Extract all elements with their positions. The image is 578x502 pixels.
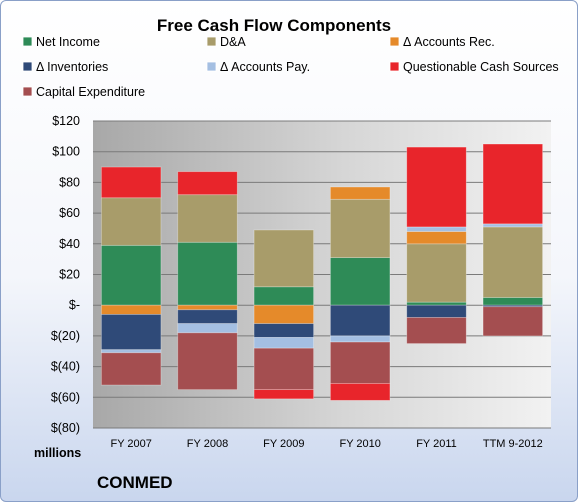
x-axis: FY 2007 FY 2008 FY 2009 FY 2010 FY 2011 TTM 9… [110,438,542,450]
legend-swatch-accounts-rec [389,36,400,47]
x-tick-label: TTM 9-2012 [483,438,543,450]
bar-inventories-fy-2008 [177,309,238,325]
bar-capital-expenditure-fy-2011 [406,317,467,344]
y-tick-label: $120 [52,114,80,128]
bar-d-a-fy-2011 [406,243,467,303]
y-tick-label: $(80) [51,421,80,435]
bar-questionable-cash-sources-negative-fy-2009 [253,389,315,400]
bar-net-income-fy-2008 [177,241,238,306]
x-tick-label: FY 2008 [187,438,228,450]
legend-swatch-d-a [206,36,217,47]
y-tick-label: $20 [59,268,80,282]
bar-accounts-pay-fy-2010 [329,335,391,343]
chart-title: Free Cash Flow Components [157,16,391,35]
legend-label-accounts-rec: Δ Accounts Rec. [403,35,495,49]
legend-label-inventories: Δ Inventories [36,60,108,74]
company-label: CONMED [97,473,173,492]
bar-inventories-fy-2009 [253,323,315,338]
bar-accounts-pay-fy-2011 [406,226,467,232]
bar-inventories-fy-2010 [329,304,391,337]
bar-net-income-fy-2007 [100,244,162,306]
y-tick-label: $60 [59,206,80,220]
legend-swatch-accounts-pay [206,61,217,72]
bar-d-a-fy-2007 [100,197,162,246]
bar-inventories-fy-2011 [406,304,467,318]
bar-accounts-pay-ttm-9-2012 [482,223,544,228]
bar-accounts-pay-fy-2009 [253,337,315,349]
x-tick-label: FY 2007 [110,438,151,450]
bar-questionable-cash-sources-ttm-9-2012 [482,143,544,225]
bar-questionable-cash-sources-fy-2007 [100,166,162,199]
unit-label: millions [34,446,81,460]
legend-label-net-income: Net Income [36,35,100,49]
y-axis: $120 $100 $80 $60 $40 $20 $- $(20) $(40) $(60) $(8… [51,114,80,435]
bar-questionable-cash-sources-fy-2008 [177,171,238,196]
bar-d-a-fy-2009 [253,229,315,288]
bar-net-income-fy-2010 [329,257,391,306]
bar-d-a-ttm-9-2012 [482,226,544,298]
bar-accounts-pay-fy-2007 [100,349,162,354]
bar-capital-expenditure-fy-2009 [253,347,315,391]
y-tick-label: $(60) [51,390,80,404]
bar-accounts-rec-fy-2011 [406,231,467,245]
legend-label-questionable-cash-sources: Questionable Cash Sources [403,60,559,74]
bar-inventories-fy-2007 [100,314,162,351]
legend-label-accounts-pay: Δ Accounts Pay. [220,60,310,74]
legend-swatch-inventories [22,61,33,72]
y-tick-label: $(40) [51,360,80,374]
y-tick-label: $(20) [51,329,80,343]
y-tick-label: $40 [59,237,80,251]
chart-legend: Net Income D&A Δ Accounts Rec. Δ Inventorie… [22,35,559,99]
bar-d-a-fy-2010 [329,198,391,259]
legend-label-capital-expenditure: Capital Expenditure [36,85,145,99]
y-tick-label: $100 [52,145,80,159]
legend-swatch-capital-expenditure [22,86,33,97]
bar-capital-expenditure-ttm-9-2012 [482,306,544,337]
bar-accounts-rec-fy-2008 [177,304,238,311]
bar-net-income-ttm-9-2012 [482,297,544,306]
x-tick-label: FY 2009 [263,438,304,450]
bar-accounts-pay-fy-2008 [177,323,238,334]
bar-net-income-fy-2009 [253,286,315,306]
bar-capital-expenditure-fy-2010 [329,341,391,384]
bar-accounts-rec-fy-2009 [253,304,315,325]
legend-swatch-net-income [22,36,33,47]
bar-accounts-rec-fy-2007 [100,304,162,315]
bar-questionable-cash-sources-negative-fy-2010 [329,383,391,401]
bar-d-a-fy-2008 [177,194,238,243]
plot-area [93,120,551,429]
legend-swatch-questionable-cash-sources [389,61,400,72]
x-tick-label: FY 2011 [416,438,457,450]
x-tick-label: FY 2010 [339,438,380,450]
y-tick-label: $80 [59,175,80,189]
bar-capital-expenditure-fy-2008 [177,332,238,391]
legend-label-d-a: D&A [220,35,246,49]
bar-questionable-cash-sources-fy-2011 [406,146,467,228]
bar-accounts-rec-fy-2010 [329,186,391,200]
bar-net-income-fy-2011 [406,301,467,306]
y-tick-label: $- [69,298,80,312]
bar-capital-expenditure-fy-2007 [100,352,162,386]
